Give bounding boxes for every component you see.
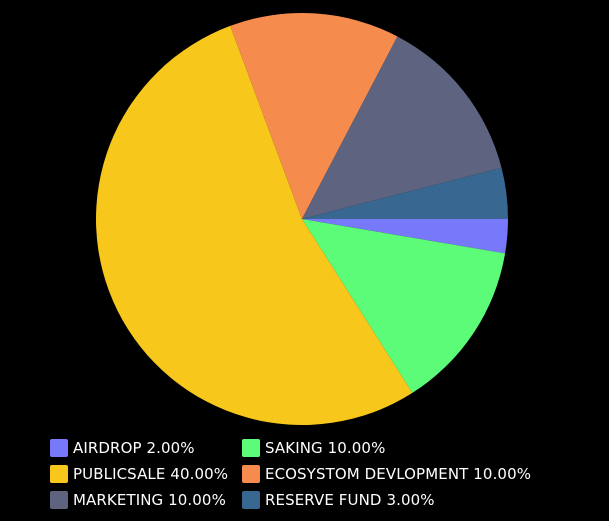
- legend-label-ecosystom-devlopment: ECOSYSTOM DEVLOPMENT 10.00%: [265, 465, 532, 483]
- legend-label-reserve-fund: RESERVE FUND 3.00%: [265, 491, 435, 509]
- pie-slice-publicsale[interactable]: [95, 25, 413, 425]
- legend-swatch-publicsale: [50, 465, 68, 483]
- legend-item-reserve-fund[interactable]: RESERVE FUND 3.00%: [242, 489, 531, 511]
- legend-swatch-ecosystom-devlopment: [242, 465, 260, 483]
- legend-swatch-saking: [242, 439, 260, 457]
- legend-item-saking[interactable]: SAKING 10.00%: [242, 437, 531, 459]
- legend-label-marketing: MARKETING 10.00%: [73, 491, 226, 509]
- legend-label-airdrop: AIRDROP 2.00%: [73, 439, 195, 457]
- legend-swatch-reserve-fund: [242, 491, 260, 509]
- pie-slice-saking[interactable]: [302, 219, 506, 393]
- pie-slice-airdrop[interactable]: [302, 219, 508, 254]
- chart-legend: AIRDROP 2.00% SAKING 10.00% PUBLICSALE 4…: [50, 437, 531, 511]
- legend-item-marketing[interactable]: MARKETING 10.00%: [50, 489, 242, 511]
- legend-label-publicsale: PUBLICSALE 40.00%: [73, 465, 229, 483]
- pie-slices: [95, 12, 508, 425]
- legend-item-ecosystom-devlopment[interactable]: ECOSYSTOM DEVLOPMENT 10.00%: [242, 463, 531, 485]
- pie-slice-reserve-fund[interactable]: [302, 167, 508, 219]
- pie-slice-ecosystom-devlopment[interactable]: [230, 12, 398, 219]
- legend-swatch-airdrop: [50, 439, 68, 457]
- legend-item-airdrop[interactable]: AIRDROP 2.00%: [50, 437, 242, 459]
- pie-chart: [95, 12, 508, 425]
- legend-item-publicsale[interactable]: PUBLICSALE 40.00%: [50, 463, 242, 485]
- legend-label-saking: SAKING 10.00%: [265, 439, 386, 457]
- legend-swatch-marketing: [50, 491, 68, 509]
- pie-slice-marketing[interactable]: [302, 36, 502, 219]
